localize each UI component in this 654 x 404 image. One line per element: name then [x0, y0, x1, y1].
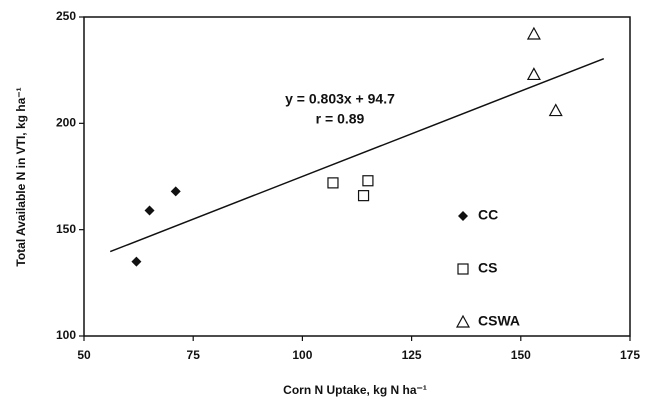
- legend-label: CC: [478, 207, 498, 223]
- x-tick-label: 150: [511, 348, 531, 362]
- y-tick-label: 250: [56, 9, 76, 23]
- point: [170, 186, 181, 197]
- y-tick-label: 100: [56, 328, 76, 342]
- correlation: r = 0.89: [316, 111, 365, 127]
- x-tick-label: 50: [77, 348, 91, 362]
- point: [548, 103, 563, 117]
- y-tick-label: 150: [56, 222, 76, 236]
- point: [144, 205, 155, 216]
- point: [131, 256, 142, 267]
- point: [327, 177, 339, 189]
- legend-marker: [458, 211, 468, 221]
- y-axis-label: Total Available N in VTI, kg ha⁻¹: [14, 87, 28, 266]
- x-tick-label: 175: [620, 348, 640, 362]
- point: [526, 67, 541, 81]
- point: [362, 175, 374, 187]
- trend-line: [109, 57, 605, 253]
- x-tick-label: 125: [402, 348, 422, 362]
- equation: y = 0.803x + 94.7: [285, 91, 395, 107]
- x-axis-label: Corn N Uptake, kg N ha⁻¹: [283, 383, 427, 397]
- x-tick-label: 75: [187, 348, 201, 362]
- legend-label: CS: [478, 260, 497, 276]
- legend-label: CSWA: [478, 313, 520, 329]
- legend-marker: [455, 314, 471, 328]
- y-tick-label: 200: [56, 116, 76, 130]
- point: [357, 190, 370, 202]
- legend-marker: [457, 263, 469, 275]
- x-tick-label: 100: [292, 348, 312, 362]
- point: [526, 26, 541, 40]
- plot-frame: [83, 16, 631, 337]
